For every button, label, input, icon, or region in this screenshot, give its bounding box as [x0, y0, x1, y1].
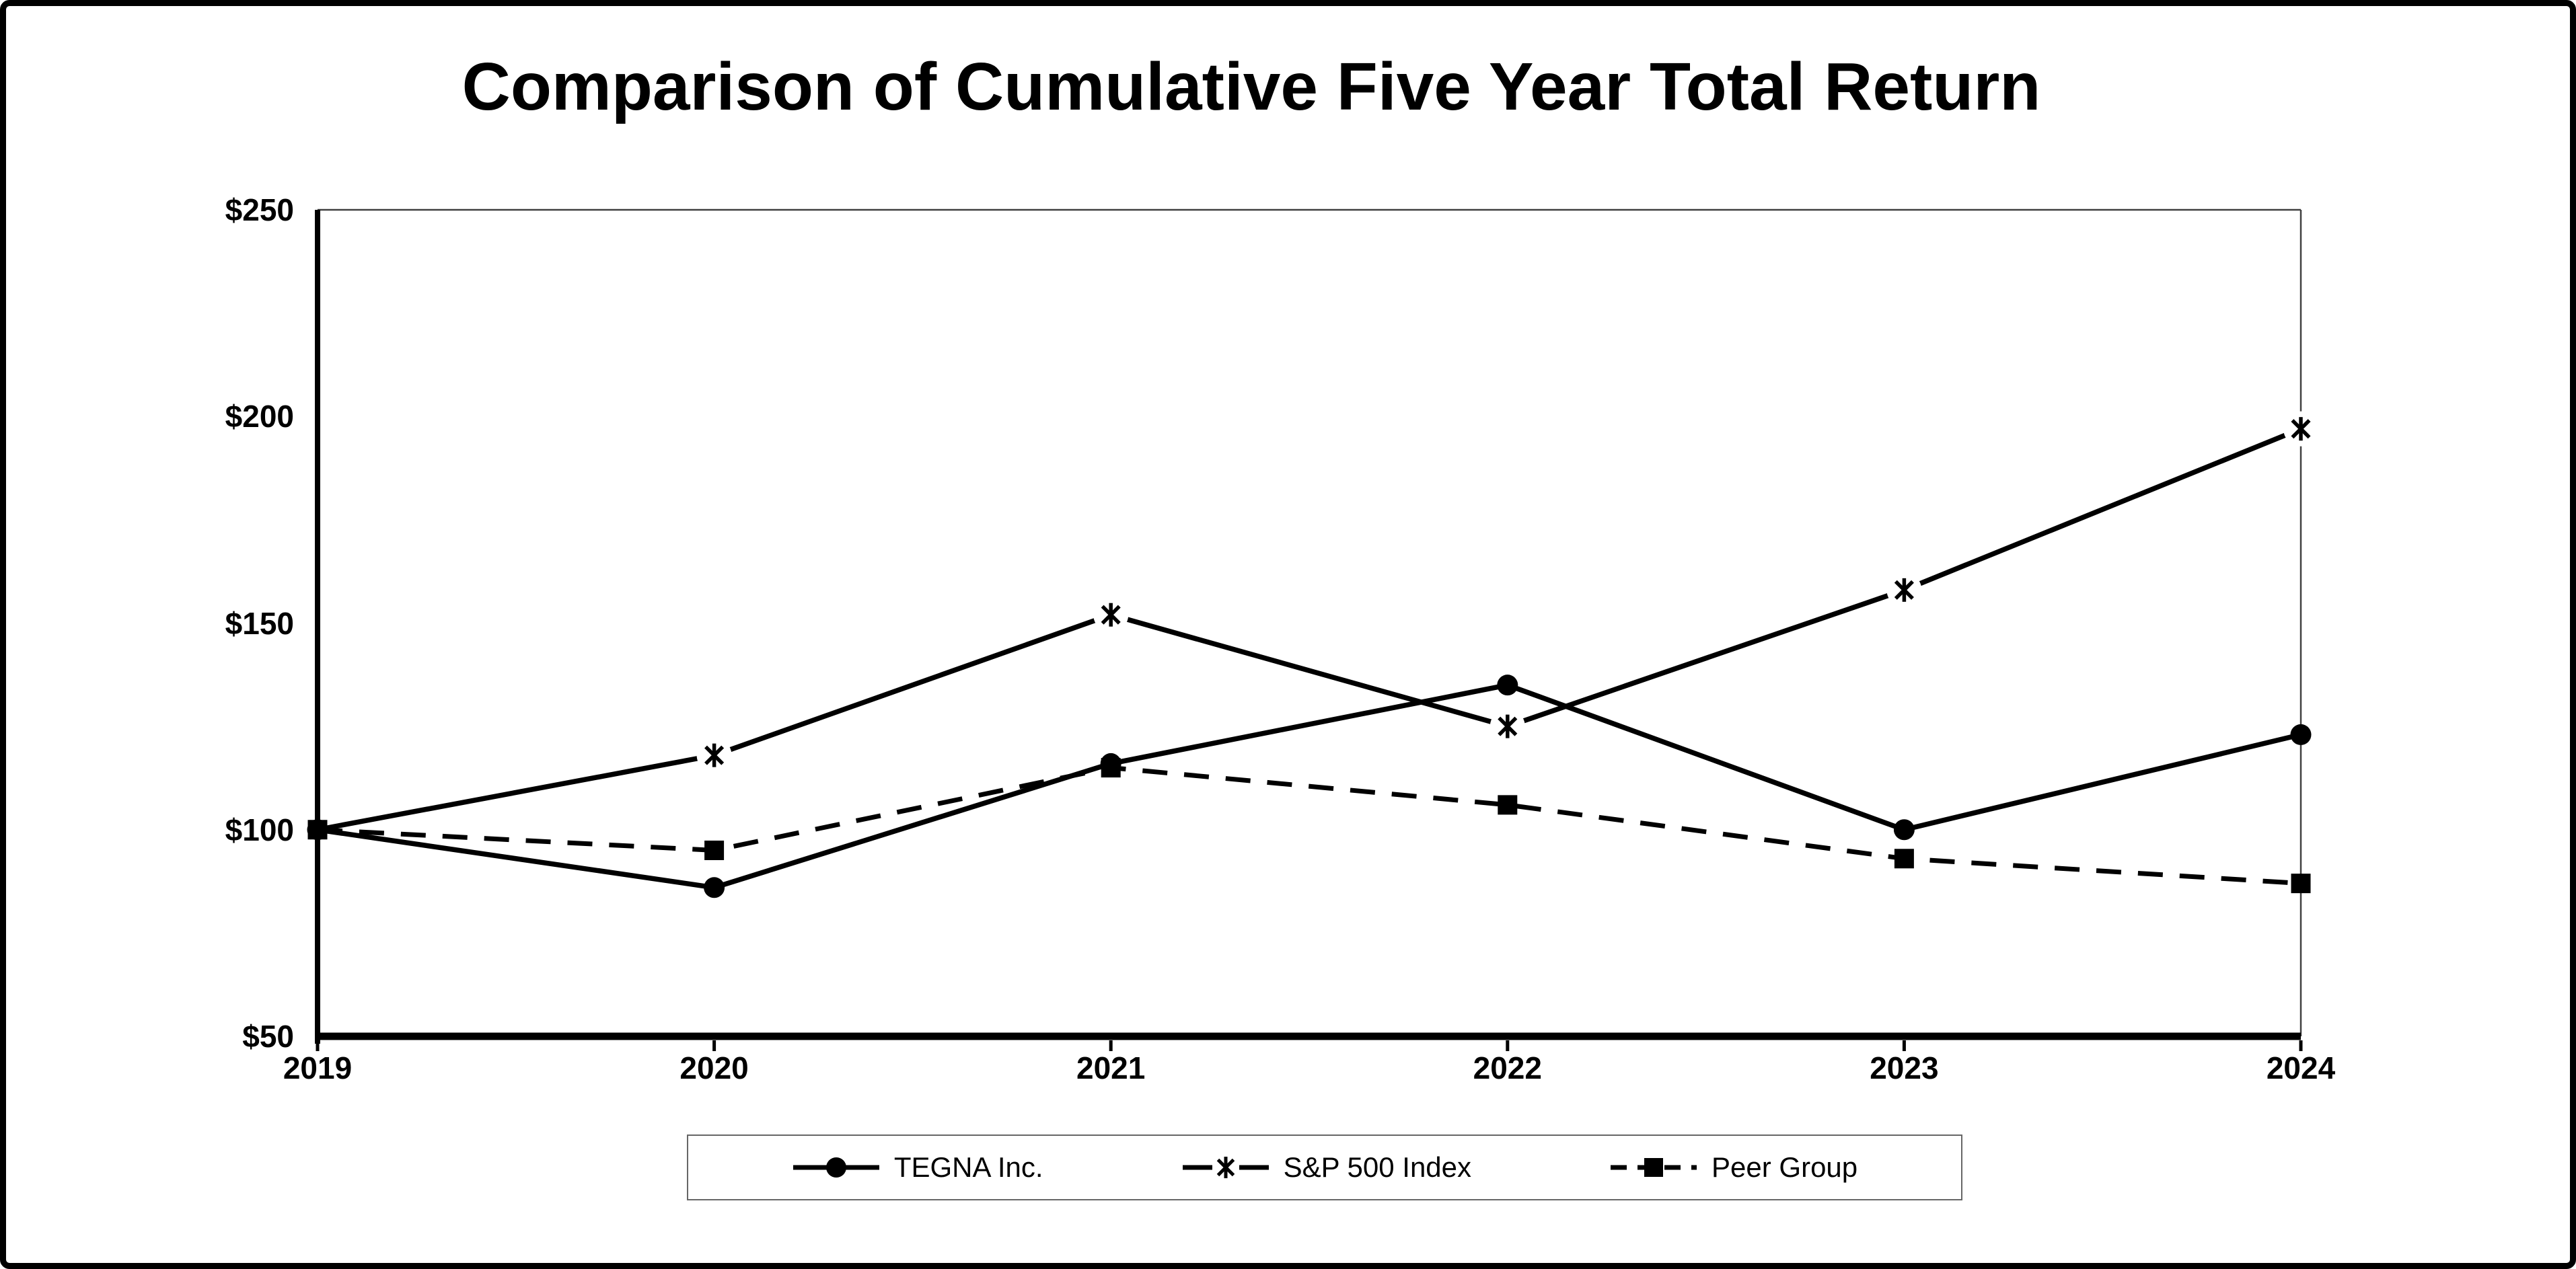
marker-square-peer-group — [307, 820, 328, 840]
marker-asterisk-s-p-500-index — [2291, 419, 2311, 439]
x-axis-label-2022: 2022 — [1473, 1050, 1542, 1085]
marker-square-peer-group — [704, 840, 725, 860]
marker-circle-tegna-inc- — [704, 877, 725, 898]
legend-label-tegna-inc-: TEGNA Inc. — [893, 1151, 1043, 1183]
marker-square-peer-group — [1101, 758, 1121, 778]
marker-square-peer-group — [1498, 795, 1518, 815]
legend-swatch-asterisk-icon — [1182, 1157, 1269, 1178]
marker-circle-tegna-inc- — [1497, 675, 1518, 696]
x-axis-label-2024: 2024 — [2266, 1050, 2336, 1085]
legend-label-s-p-500-index: S&P 500 Index — [1283, 1151, 1472, 1183]
marker-asterisk-s-p-500-index — [1894, 580, 1914, 600]
x-axis-label-2020: 2020 — [679, 1050, 749, 1085]
y-axis-label-150: $150 — [225, 605, 294, 641]
marker-circle-tegna-inc- — [1893, 819, 1915, 841]
marker-asterisk-s-p-500-index — [704, 745, 725, 765]
chart-title: Comparison of Cumulative Five Year Total… — [462, 49, 2041, 124]
series-line-peer-group — [317, 765, 2302, 886]
marker-asterisk-s-p-500-index — [1498, 716, 1518, 736]
series-line-tegna-inc- — [317, 682, 2302, 890]
marker-asterisk-s-p-500-index — [1101, 605, 1121, 625]
legend-item-s-p-500-index: S&P 500 Index — [1181, 1147, 1471, 1188]
legend-swatch-square-icon — [1611, 1158, 1697, 1177]
x-axis-label-2021: 2021 — [1076, 1050, 1146, 1085]
y-axis-label-200: $200 — [225, 399, 294, 434]
x-axis-label-2019: 2019 — [283, 1050, 353, 1085]
marker-circle-tegna-inc- — [2290, 724, 2312, 745]
y-axis-label-100: $100 — [225, 812, 294, 847]
marker-square-peer-group — [2291, 874, 2311, 894]
legend-swatch-circle-icon — [793, 1157, 879, 1178]
series-line-s-p-500-index — [317, 426, 2302, 833]
legend-box: TEGNA Inc. S&P 500 Index Peer Group — [687, 1135, 1962, 1200]
legend-item-peer-group: Peer Group — [1609, 1147, 1857, 1188]
x-axis-label-2023: 2023 — [1870, 1050, 1939, 1085]
marker-square-peer-group — [1894, 849, 1914, 869]
y-axis-label-50: $50 — [242, 1019, 294, 1054]
y-axis-label-250: $250 — [225, 192, 294, 227]
legend-label-peer-group: Peer Group — [1712, 1151, 1858, 1183]
legend-item-tegna-inc-: TEGNA Inc. — [792, 1147, 1043, 1188]
